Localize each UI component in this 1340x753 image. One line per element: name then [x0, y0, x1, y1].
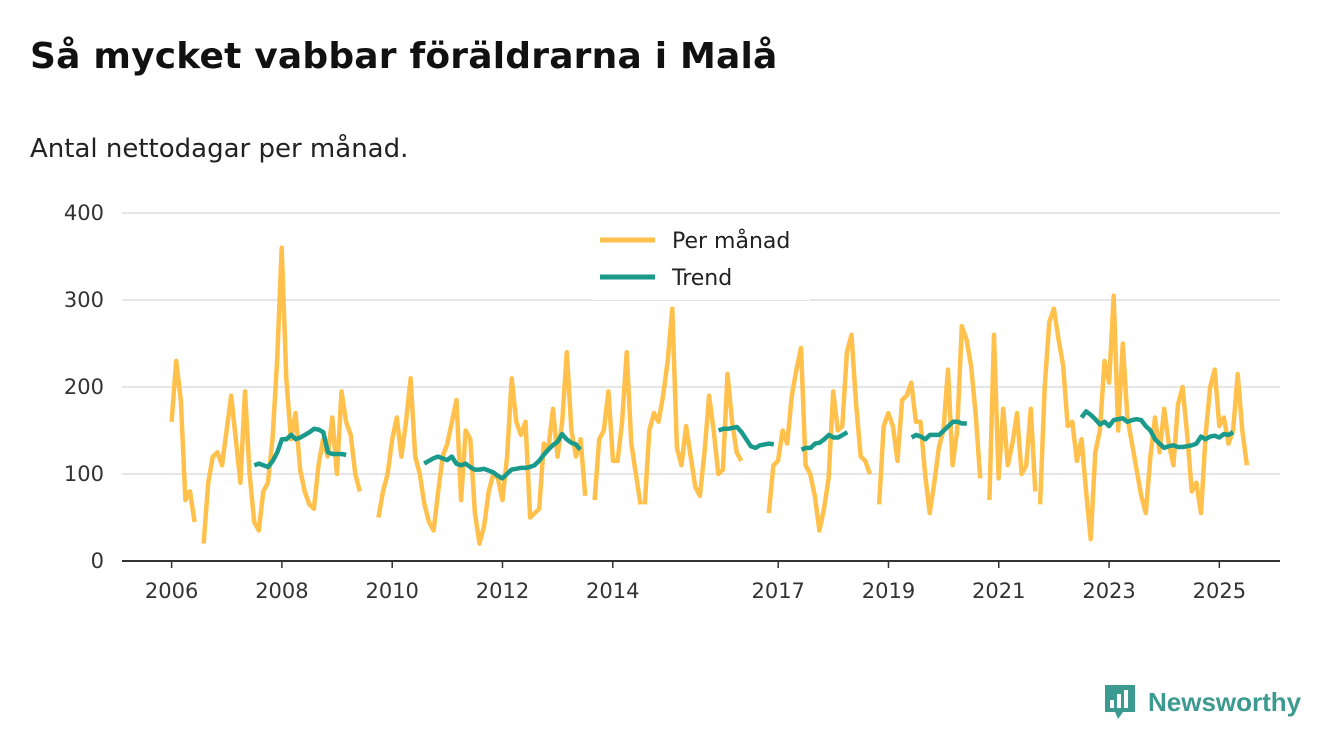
monthly-line-segment [376, 349, 588, 546]
x-tick-label: 2023 [1082, 579, 1135, 603]
monthly-line-segment [876, 323, 983, 516]
x-tick-label: 2025 [1193, 579, 1246, 603]
legend-label-trend: Trend [671, 266, 732, 291]
monthly-line-segment [592, 349, 643, 505]
monthly-line-segment [987, 332, 1038, 501]
x-tick-label: 2014 [586, 579, 639, 603]
trend-line-segment [253, 426, 347, 470]
legend: Per månad Trend [592, 222, 810, 300]
y-tick-label: 100 [64, 462, 104, 486]
monthly-line-segment [1037, 293, 1250, 542]
x-tick-label: 2006 [145, 579, 198, 603]
y-tick-label: 0 [91, 549, 104, 573]
trend-line-segment [717, 424, 775, 451]
x-tick-label: 2010 [365, 579, 418, 603]
legend-background [592, 222, 810, 300]
brand-name: Newsworthy [1148, 686, 1302, 717]
axis-layer: 0 100 200 300 400 2006 2008 2010 2012 2014 2017 201… [64, 201, 1280, 603]
y-tick-label: 400 [64, 201, 104, 225]
trend-line-segment [800, 430, 849, 452]
monthly-line-segment [766, 332, 873, 533]
x-tick-label: 2017 [751, 579, 804, 603]
y-tick-label: 200 [64, 375, 104, 399]
trend-line-segment [910, 419, 967, 442]
monthly-line-segment [642, 306, 744, 505]
legend-label-per-manad: Per månad [672, 228, 790, 254]
x-tick-label: 2012 [476, 579, 529, 603]
chart-subtitle: Antal nettodagar per månad. [30, 134, 409, 164]
y-tick-label: 300 [64, 288, 104, 312]
monthly-line-segment [169, 358, 197, 523]
x-tick-label: 2008 [255, 579, 308, 603]
trend-line-segment [1079, 409, 1235, 451]
series-per-manad [169, 245, 1250, 546]
trend-line-segment [423, 431, 583, 481]
series-layer [169, 245, 1250, 546]
bar-chart-logo-icon [1105, 685, 1135, 719]
x-tick-label: 2019 [862, 579, 915, 603]
newsworthy-brand: Newsworthy [1102, 682, 1301, 722]
x-tick-label: 2021 [972, 579, 1025, 603]
series-trend [253, 409, 1235, 481]
chart-title: Så mycket vabbar föräldrarna i Malå [30, 36, 778, 77]
monthly-line-segment [201, 245, 362, 544]
